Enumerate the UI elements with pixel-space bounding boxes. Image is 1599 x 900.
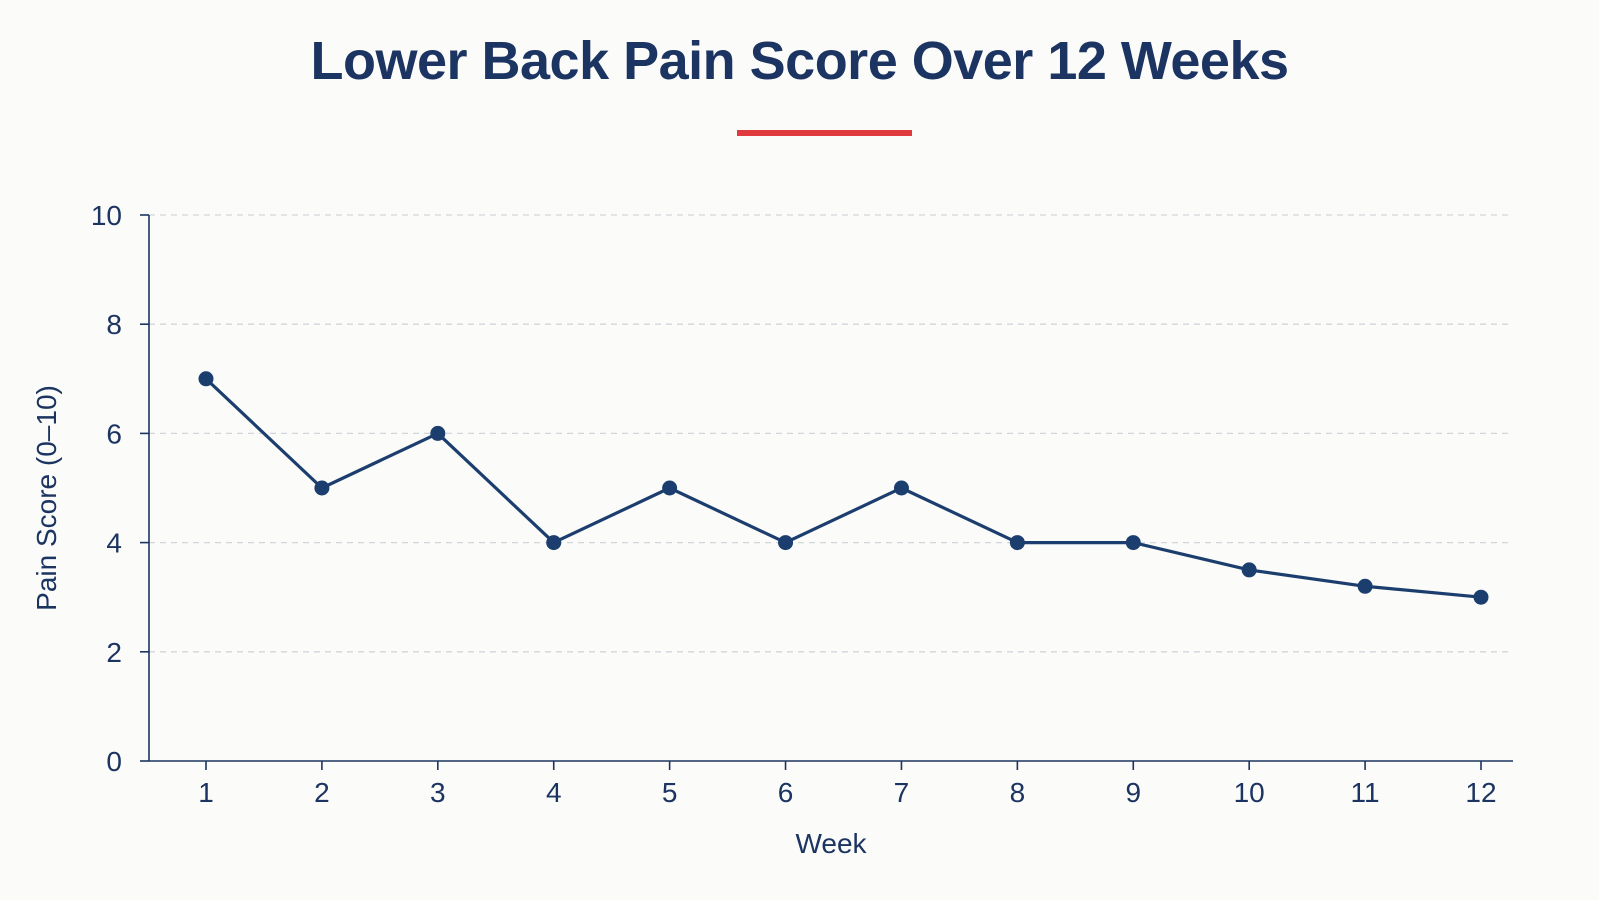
y-tick-label-0: 0 <box>106 746 122 777</box>
y-tick-label-6: 6 <box>106 418 122 449</box>
data-point-week-3 <box>430 425 446 441</box>
data-point-week-11 <box>1357 578 1373 594</box>
chart-title: Lower Back Pain Score Over 12 Weeks <box>310 31 1289 91</box>
y-axis-ticks: 0 2 4 6 8 10 <box>91 200 149 777</box>
y-tick-label-8: 8 <box>106 309 122 340</box>
x-tick-label-4: 4 <box>546 777 562 808</box>
data-point-week-2 <box>314 480 330 496</box>
data-point-week-9 <box>1125 535 1141 551</box>
data-point-week-6 <box>778 535 794 551</box>
data-point-week-5 <box>662 480 678 496</box>
axes <box>148 215 1513 762</box>
series-layer <box>198 371 1489 605</box>
x-tick-label-10: 10 <box>1234 777 1265 808</box>
x-axis-ticks: 1 2 3 4 5 6 7 8 9 10 11 12 <box>198 761 1497 808</box>
x-tick-label-9: 9 <box>1125 777 1141 808</box>
x-tick-label-2: 2 <box>314 777 330 808</box>
y-tick-label-10: 10 <box>91 200 122 231</box>
data-point-week-7 <box>893 480 909 496</box>
x-tick-label-7: 7 <box>894 777 910 808</box>
data-point-week-8 <box>1009 535 1025 551</box>
data-point-week-1 <box>198 371 214 387</box>
x-axis-title: Week <box>795 828 867 859</box>
x-tick-label-11: 11 <box>1351 777 1380 808</box>
x-tick-label-3: 3 <box>430 777 446 808</box>
data-point-week-4 <box>546 535 562 551</box>
data-point-week-12 <box>1473 589 1489 605</box>
series-line <box>204 377 1483 599</box>
x-tick-label-5: 5 <box>662 777 678 808</box>
y-tick-label-2: 2 <box>106 637 122 668</box>
y-tick-label-4: 4 <box>106 528 122 559</box>
x-tick-label-6: 6 <box>778 777 794 808</box>
title-accent-rule <box>737 130 912 136</box>
x-tick-label-8: 8 <box>1010 777 1026 808</box>
gridlines <box>149 214 1513 653</box>
y-axis-title: Pain Score (0–10) <box>31 385 62 611</box>
x-tick-label-12: 12 <box>1465 777 1496 808</box>
data-point-week-10 <box>1241 562 1257 578</box>
x-tick-label-1: 1 <box>198 777 214 808</box>
